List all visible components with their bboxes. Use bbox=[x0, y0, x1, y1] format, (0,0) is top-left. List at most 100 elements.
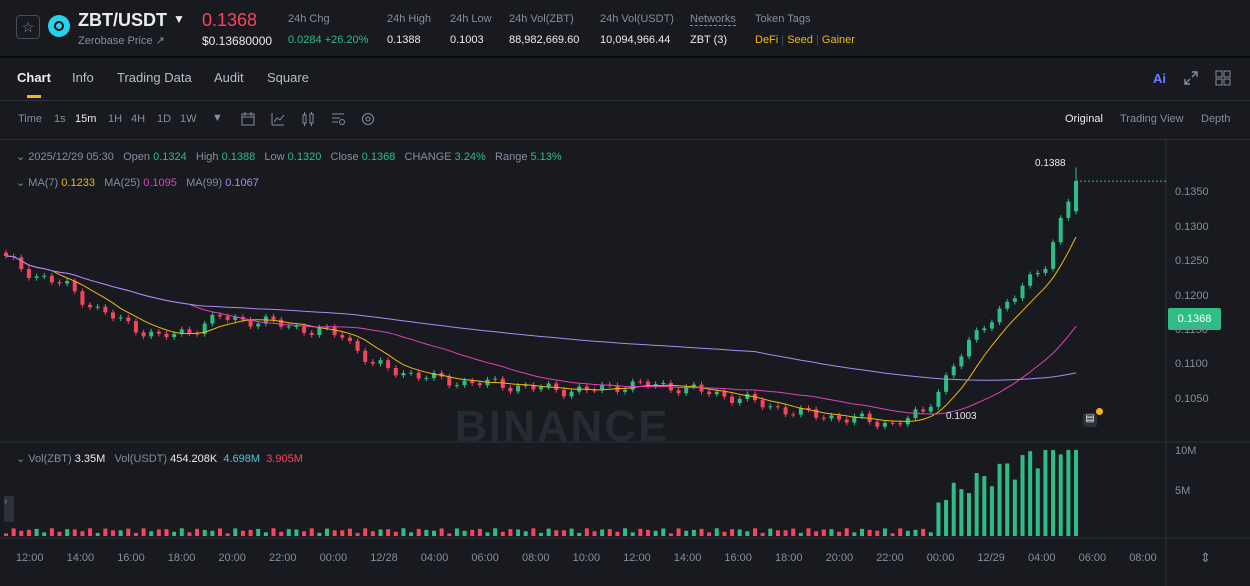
candle[interactable] bbox=[791, 414, 796, 416]
interval-4h[interactable]: 4H bbox=[131, 113, 146, 125]
candle[interactable] bbox=[561, 389, 566, 397]
candle[interactable] bbox=[707, 391, 712, 395]
candle[interactable] bbox=[584, 386, 589, 391]
candle[interactable] bbox=[133, 321, 138, 333]
candle[interactable] bbox=[363, 350, 368, 362]
candle[interactable] bbox=[26, 269, 31, 278]
candle[interactable] bbox=[1058, 217, 1063, 243]
candle[interactable] bbox=[516, 385, 521, 392]
candle[interactable] bbox=[691, 384, 696, 387]
candle[interactable] bbox=[164, 333, 169, 338]
interval-15m[interactable]: 15m bbox=[75, 113, 97, 125]
candle[interactable] bbox=[370, 361, 375, 364]
candle[interactable] bbox=[279, 319, 284, 327]
candle[interactable] bbox=[42, 275, 47, 277]
candle[interactable] bbox=[470, 380, 475, 384]
interval-1d[interactable]: 1D bbox=[157, 113, 172, 125]
zerobase-price-link[interactable]: Zerobase Price ↗ bbox=[78, 35, 165, 47]
candle[interactable] bbox=[4, 252, 8, 257]
candle[interactable] bbox=[156, 331, 161, 334]
candle[interactable] bbox=[72, 281, 77, 292]
candle[interactable] bbox=[1035, 272, 1040, 275]
candle[interactable] bbox=[1043, 268, 1048, 273]
candle[interactable] bbox=[875, 421, 880, 427]
tab-trading-data[interactable]: Trading Data bbox=[117, 70, 192, 85]
candle[interactable] bbox=[1074, 181, 1078, 212]
expand-icon[interactable] bbox=[1184, 71, 1198, 85]
candle[interactable] bbox=[600, 384, 605, 391]
candle[interactable] bbox=[141, 332, 146, 337]
tab-info[interactable]: Info bbox=[72, 70, 94, 85]
candle[interactable] bbox=[890, 422, 895, 424]
candle[interactable] bbox=[409, 372, 414, 374]
candle[interactable] bbox=[523, 384, 528, 386]
candle[interactable] bbox=[347, 337, 352, 342]
candle[interactable] bbox=[837, 415, 842, 420]
candle[interactable] bbox=[416, 372, 421, 379]
candle[interactable] bbox=[921, 409, 926, 412]
news-icon[interactable]: ▤ bbox=[1083, 413, 1097, 427]
candle[interactable] bbox=[462, 380, 467, 386]
candle[interactable] bbox=[95, 306, 100, 308]
candle[interactable] bbox=[271, 316, 276, 320]
candle[interactable] bbox=[294, 326, 299, 328]
candle[interactable] bbox=[432, 372, 436, 379]
candle[interactable] bbox=[1012, 298, 1017, 302]
side-expand-icon[interactable]: › bbox=[4, 496, 14, 522]
candle[interactable] bbox=[256, 323, 261, 327]
candle[interactable] bbox=[447, 376, 452, 386]
candle[interactable] bbox=[19, 257, 24, 270]
candle[interactable] bbox=[401, 373, 406, 376]
interval-1h[interactable]: 1H bbox=[108, 113, 123, 125]
candle[interactable] bbox=[798, 408, 803, 415]
pair-dropdown-icon[interactable]: ▼ bbox=[173, 12, 185, 26]
auto-scale-icon[interactable]: ⇕ bbox=[1200, 550, 1211, 565]
candle[interactable] bbox=[852, 416, 857, 423]
candle[interactable] bbox=[989, 322, 994, 329]
candle[interactable] bbox=[508, 387, 513, 392]
candle[interactable] bbox=[34, 276, 39, 278]
candle[interactable] bbox=[982, 328, 987, 331]
candle[interactable] bbox=[477, 383, 482, 386]
candle[interactable] bbox=[760, 400, 765, 408]
candle[interactable] bbox=[149, 331, 154, 337]
ai-icon[interactable]: Ai bbox=[1153, 71, 1166, 86]
candle[interactable] bbox=[1051, 242, 1056, 269]
candle[interactable] bbox=[882, 422, 887, 427]
candle[interactable] bbox=[898, 423, 903, 425]
chart-area[interactable]: BINANCE ⌄ 2025/12/29 05:30 Open 0.1324 H… bbox=[0, 140, 1250, 586]
candle[interactable] bbox=[332, 326, 337, 336]
candle[interactable] bbox=[676, 390, 681, 394]
tag-defi[interactable]: DeFi bbox=[755, 34, 779, 46]
candle[interactable] bbox=[768, 406, 773, 408]
view-original[interactable]: Original bbox=[1065, 113, 1103, 125]
candle[interactable] bbox=[814, 409, 819, 418]
candle[interactable] bbox=[187, 329, 192, 334]
candle[interactable] bbox=[325, 326, 329, 328]
candle[interactable] bbox=[126, 317, 131, 322]
candle[interactable] bbox=[806, 408, 811, 410]
tab-square[interactable]: Square bbox=[267, 70, 309, 85]
candle[interactable] bbox=[65, 281, 70, 284]
candle[interactable] bbox=[959, 356, 964, 367]
candle[interactable] bbox=[684, 386, 689, 394]
legend-collapse-icon[interactable]: ⌄ bbox=[16, 151, 29, 163]
candle[interactable] bbox=[1005, 301, 1010, 309]
tag-gainer[interactable]: Gainer bbox=[821, 34, 855, 46]
candle[interactable] bbox=[997, 308, 1002, 323]
view-trading-view[interactable]: Trading View bbox=[1120, 113, 1184, 125]
candle[interactable] bbox=[1028, 274, 1033, 286]
candle[interactable] bbox=[531, 384, 536, 390]
candle[interactable] bbox=[944, 375, 949, 392]
candle[interactable] bbox=[661, 382, 666, 385]
candle[interactable] bbox=[653, 384, 658, 386]
candle[interactable] bbox=[867, 413, 872, 422]
candle[interactable] bbox=[783, 407, 788, 415]
layout-icon[interactable] bbox=[1215, 70, 1231, 86]
candle[interactable] bbox=[569, 391, 574, 397]
interval-dropdown-icon[interactable]: ▼ bbox=[212, 112, 223, 124]
candle-type-icon[interactable] bbox=[300, 111, 316, 127]
candle[interactable] bbox=[1020, 285, 1025, 299]
candle[interactable] bbox=[424, 378, 429, 380]
candle[interactable] bbox=[539, 387, 543, 390]
